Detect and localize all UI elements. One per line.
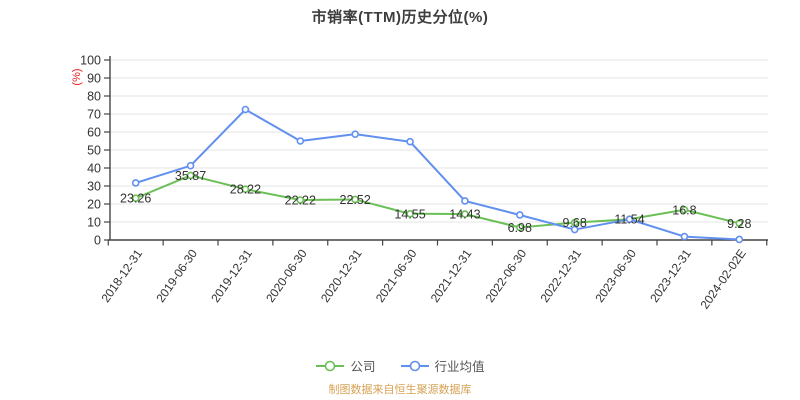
- data-label: 22.22: [285, 194, 316, 208]
- source-note: 制图数据来自恒生聚源数据库: [328, 384, 472, 396]
- company-data-labels: 23.26 35.87 28.22 22.22 22.52 14.55 14.43 6.98 9…: [120, 169, 751, 235]
- y-axis-tick-label: 80: [87, 90, 101, 104]
- company-data-point-marker: [351, 195, 359, 204]
- x-axis-tick-label: 2019-12-31: [208, 246, 255, 305]
- x-axis-tick-label: 2018-12-31: [98, 246, 145, 305]
- company-data-point-marker: [516, 223, 524, 232]
- industry-data-point-marker: [625, 215, 634, 224]
- x-axis-tick-label: 2022-06-30: [483, 246, 530, 305]
- y-axis-tick-label: 90: [87, 72, 101, 86]
- data-label: 14.55: [394, 207, 425, 221]
- data-label: 9.28: [727, 217, 751, 231]
- industry-legend-marker-icon: [400, 360, 429, 371]
- chart-title: 市销率(TTM)历史分位(%): [311, 9, 489, 26]
- industry-data-point-marker: [516, 211, 524, 219]
- industry-data-point-marker: [406, 137, 414, 146]
- industry-series-line: [134, 108, 741, 241]
- x-axis-tick-label: 2022-12-31: [537, 246, 584, 305]
- industry-data-point-marker: [131, 179, 140, 187]
- gridlines: [110, 59, 768, 223]
- x-axis-tick-label: 2020-06-30: [263, 246, 310, 305]
- industry-data-point-marker: [680, 232, 689, 241]
- company-data-point-marker: [186, 171, 195, 180]
- data-label: 14.43: [449, 208, 480, 222]
- y-axis-tick-label: 30: [87, 180, 101, 194]
- industry-data-point-marker: [570, 225, 579, 234]
- company-legend-marker-icon: [316, 360, 345, 371]
- legend-item-company[interactable]: 公司: [315, 356, 376, 375]
- y-axis-tick-label: 100: [80, 54, 101, 68]
- data-label: 6.98: [508, 221, 532, 235]
- data-label: 9.68: [563, 216, 587, 230]
- chart-legend: 公司 行业均值: [0, 356, 800, 375]
- data-label: 11.54: [614, 213, 644, 227]
- line-chart-plot: 0 10 20 30 40 50 60 70 80 90 100 2018-12-31 2019-06-…: [80, 54, 768, 312]
- data-label: 16.8: [672, 203, 696, 217]
- x-axis-tick-label: 2024-02-02E: [697, 247, 748, 312]
- company-data-point-marker: [680, 205, 689, 214]
- y-axis-tick-label: 60: [87, 126, 101, 140]
- company-data-point-marker: [296, 196, 305, 204]
- y-axis-tick-label: 40: [87, 162, 101, 176]
- y-axis-tick-label: 0: [94, 234, 101, 248]
- legend-item-industry[interactable]: 行业均值: [400, 356, 485, 375]
- y-axis-tick-label: 20: [87, 198, 101, 212]
- data-label: 35.87: [175, 169, 206, 183]
- industry-data-point-marker: [241, 105, 250, 114]
- company-data-point-marker: [735, 219, 744, 228]
- industry-data-point-marker: [461, 197, 469, 205]
- industry-data-point-marker: [735, 235, 744, 244]
- x-axis-tick-label: 2021-12-31: [428, 246, 475, 305]
- industry-data-point-marker: [351, 130, 359, 138]
- x-axis-tick-label: 2020-12-31: [318, 246, 365, 305]
- company-legend-circle: [325, 360, 336, 371]
- y-axis-tick-label: 70: [87, 108, 101, 122]
- industry-data-point-marker: [186, 161, 195, 170]
- industry-data-point-marker: [296, 137, 305, 145]
- y-axis-tick-label: 10: [87, 216, 101, 230]
- company-series-line: [134, 174, 741, 229]
- legend-item-label: 公司: [350, 360, 376, 374]
- industry-series: [131, 105, 744, 244]
- data-label: 28.22: [230, 183, 261, 197]
- industry-legend-circle: [409, 360, 420, 371]
- legend-item-label: 行业均值: [434, 360, 485, 374]
- y-axis-tick-label: 50: [87, 144, 101, 158]
- x-axis-tick-label: 2023-12-31: [647, 246, 694, 305]
- company-data-point-marker: [241, 185, 250, 194]
- x-axis-tick-label: 2023-06-30: [592, 246, 639, 305]
- data-label: 23.26: [120, 192, 151, 206]
- company-data-point-marker: [570, 218, 579, 227]
- company-data-point-marker: [461, 210, 469, 218]
- x-axis-tick-label: 2019-06-30: [153, 246, 200, 305]
- company-data-point-marker: [131, 194, 140, 202]
- x-axis-tick-label: 2021-06-30: [373, 246, 420, 305]
- company-data-point-marker: [406, 210, 414, 218]
- data-label: 22.52: [340, 193, 371, 207]
